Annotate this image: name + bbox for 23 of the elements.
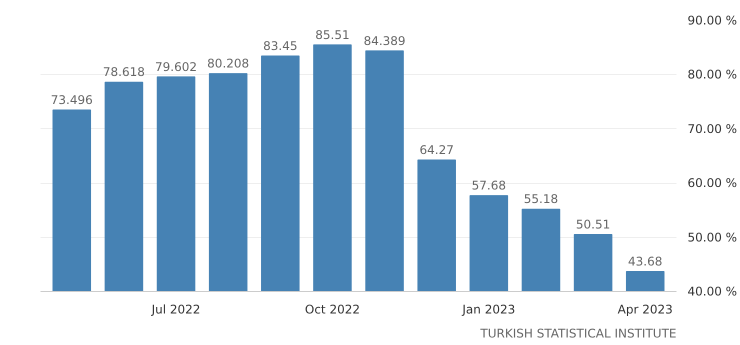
data-label: 85.51 bbox=[315, 28, 350, 42]
y-tick-label: 80.00 % bbox=[688, 68, 738, 82]
y-tick-label: 40.00 % bbox=[688, 284, 738, 298]
x-tick-label: Oct 2022 bbox=[304, 302, 360, 316]
data-label: 83.45 bbox=[263, 39, 298, 53]
x-tick-label: Apr 2023 bbox=[618, 302, 673, 316]
data-label: 73.496 bbox=[50, 92, 93, 107]
data-label: 79.602 bbox=[155, 60, 198, 74]
data-label: 78.618 bbox=[102, 65, 145, 80]
data-label: 84.389 bbox=[364, 34, 406, 48]
y-tick-label: 70.00 % bbox=[688, 122, 738, 136]
y-tick-label: 90.00 % bbox=[688, 14, 738, 28]
y-tick-label: 50.00 % bbox=[688, 230, 738, 244]
data-label: 50.51 bbox=[576, 218, 610, 232]
data-label: 55.18 bbox=[524, 192, 558, 206]
data-label: 57.68 bbox=[472, 178, 506, 193]
y-tick-label: 60.00 % bbox=[688, 176, 738, 190]
text: TURKISH STATISTICAL INSTITUTE bbox=[479, 326, 676, 340]
x-tick-label: Jan 2023 bbox=[461, 302, 516, 316]
x-tick-label: Jul 2022 bbox=[150, 302, 200, 316]
data-label: 80.208 bbox=[207, 56, 250, 71]
data-label: 64.27 bbox=[420, 142, 454, 157]
data-label: 43.68 bbox=[628, 254, 662, 269]
